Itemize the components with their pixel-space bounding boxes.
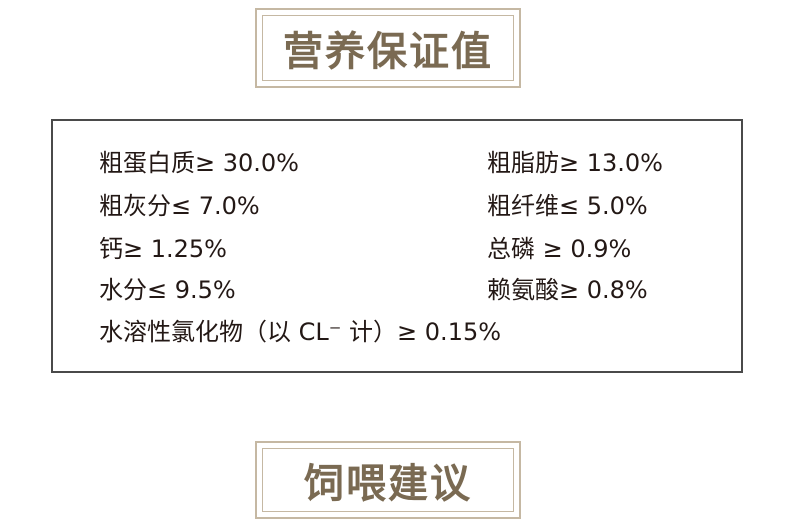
- crude-protein: 粗蛋白质≥ 30.0%: [99, 149, 299, 177]
- lysine: 赖氨酸≥ 0.8%: [487, 276, 648, 304]
- nutrition-values-box: 粗蛋白质≥ 30.0% 粗脂肪≥ 13.0% 粗灰分≤ 7.0% 粗纤维≤ 5.…: [51, 119, 743, 373]
- calcium: 钙≥ 1.25%: [99, 235, 227, 263]
- water-soluble-chloride: 水溶性氯化物（以 CL⁻ 计）≥ 0.15%: [99, 318, 502, 346]
- crude-fiber: 粗纤维≤ 5.0%: [487, 192, 648, 220]
- nutrition-guarantee-heading: 营养保证值: [255, 8, 521, 88]
- heading-inner-frame: 饲喂建议: [262, 448, 514, 512]
- crude-ash: 粗灰分≤ 7.0%: [99, 192, 260, 220]
- feeding-advice-heading: 饲喂建议: [255, 441, 521, 519]
- total-phosphorus: 总磷 ≥ 0.9%: [487, 235, 632, 263]
- moisture: 水分≤ 9.5%: [99, 276, 236, 304]
- heading-text: 饲喂建议: [304, 461, 472, 507]
- heading-text: 营养保证值: [283, 29, 493, 75]
- heading-inner-frame: 营养保证值: [262, 15, 514, 81]
- crude-fat: 粗脂肪≥ 13.0%: [487, 149, 663, 177]
